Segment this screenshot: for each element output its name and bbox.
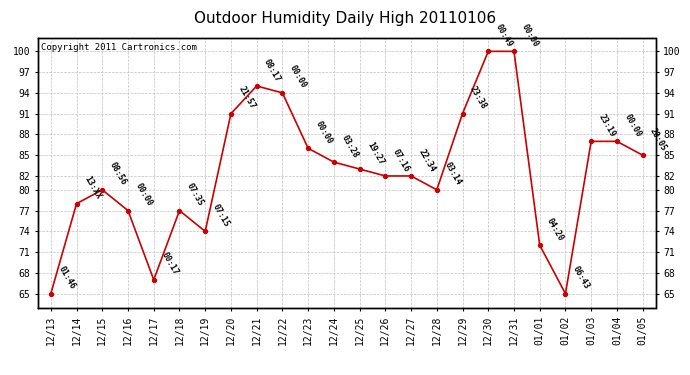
- Point: [509, 48, 520, 54]
- Point: [97, 187, 108, 193]
- Text: 00:00: 00:00: [314, 119, 334, 146]
- Point: [354, 166, 365, 172]
- Text: 00:00: 00:00: [622, 112, 643, 139]
- Point: [457, 111, 468, 117]
- Point: [560, 291, 571, 297]
- Text: 04:20: 04:20: [545, 216, 566, 242]
- Point: [611, 138, 622, 144]
- Text: 00:49: 00:49: [494, 22, 514, 49]
- Text: 08:56: 08:56: [108, 161, 128, 187]
- Text: Outdoor Humidity Daily High 20110106: Outdoor Humidity Daily High 20110106: [194, 11, 496, 26]
- Point: [226, 111, 237, 117]
- Point: [71, 201, 82, 207]
- Text: 03:14: 03:14: [442, 161, 462, 187]
- Point: [199, 228, 210, 234]
- Text: 00:00: 00:00: [288, 64, 308, 90]
- Text: 00:17: 00:17: [159, 251, 179, 277]
- Text: Copyright 2011 Cartronics.com: Copyright 2011 Cartronics.com: [41, 43, 197, 52]
- Text: 07:16: 07:16: [391, 147, 411, 173]
- Point: [277, 90, 288, 96]
- Point: [328, 159, 339, 165]
- Point: [251, 83, 262, 89]
- Text: 08:17: 08:17: [262, 57, 282, 83]
- Text: 23:19: 23:19: [597, 112, 617, 139]
- Text: 01:46: 01:46: [57, 265, 77, 291]
- Text: 07:15: 07:15: [210, 202, 231, 229]
- Text: 13:XX: 13:XX: [82, 175, 102, 201]
- Point: [380, 173, 391, 179]
- Point: [174, 208, 185, 214]
- Text: 20:05: 20:05: [648, 126, 669, 152]
- Point: [483, 48, 494, 54]
- Point: [303, 145, 314, 151]
- Text: 19:27: 19:27: [365, 140, 386, 166]
- Text: 21:57: 21:57: [237, 85, 257, 111]
- Point: [637, 152, 648, 158]
- Point: [406, 173, 417, 179]
- Point: [534, 242, 545, 248]
- Point: [586, 138, 597, 144]
- Text: 00:00: 00:00: [134, 182, 154, 208]
- Text: 06:43: 06:43: [571, 265, 591, 291]
- Text: 07:35: 07:35: [185, 182, 206, 208]
- Point: [123, 208, 134, 214]
- Text: 22:34: 22:34: [417, 147, 437, 173]
- Text: 00:00: 00:00: [520, 22, 540, 49]
- Point: [46, 291, 57, 297]
- Point: [148, 277, 159, 283]
- Text: 03:28: 03:28: [339, 133, 359, 159]
- Point: [431, 187, 442, 193]
- Text: 23:38: 23:38: [468, 85, 489, 111]
